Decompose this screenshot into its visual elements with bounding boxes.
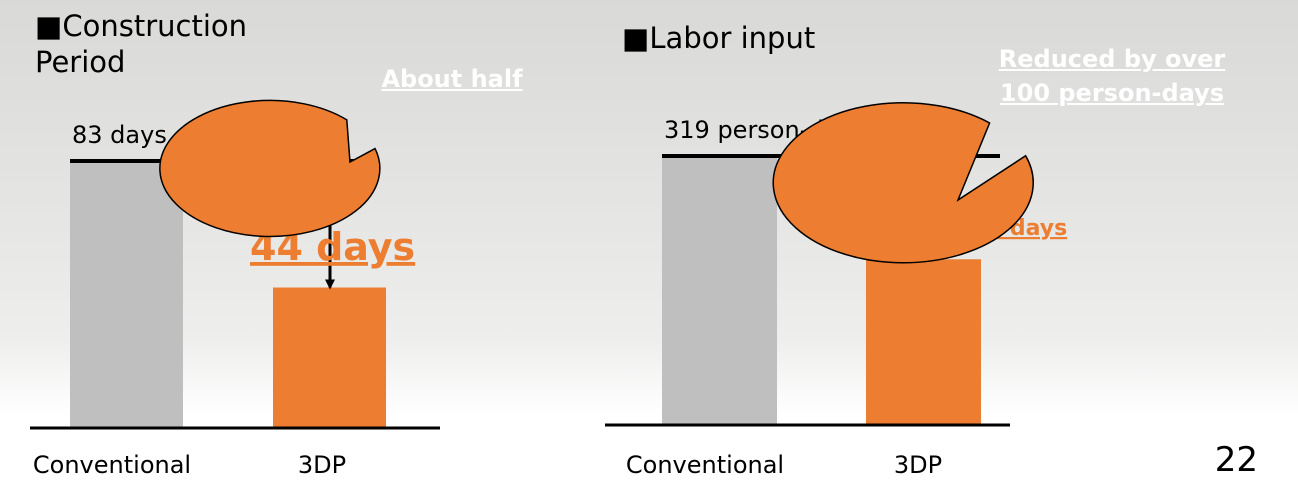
category-label: 3DP <box>894 451 942 479</box>
bar <box>662 158 777 425</box>
callout-text: Reduced by over 100 person-days <box>998 45 1226 107</box>
category-label: Conventional <box>33 451 191 479</box>
callout-text: About half <box>381 65 523 93</box>
chart-title: ■Construction Period <box>35 9 248 79</box>
category-label: Conventional <box>626 451 784 479</box>
callout-bubble <box>159 99 381 238</box>
bar <box>273 287 386 428</box>
callout-bubble <box>772 102 1034 264</box>
value-label: 83 days <box>72 121 167 149</box>
chart-title: ■Labor input <box>622 21 816 55</box>
bar <box>866 259 981 425</box>
bar <box>70 163 183 428</box>
category-label: 3DP <box>298 451 346 479</box>
page-number: 22 <box>1214 440 1258 480</box>
